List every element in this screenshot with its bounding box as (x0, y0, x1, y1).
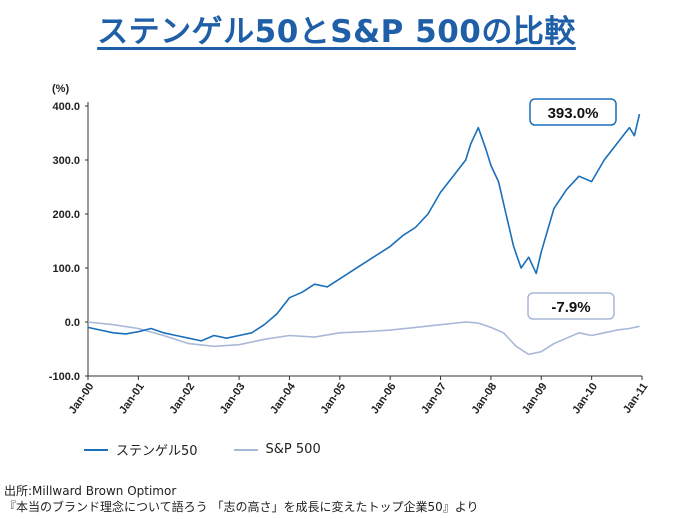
x-tick-label: Jan-10 (570, 381, 600, 416)
y-axis-label: (%) (52, 83, 69, 95)
x-tick-label: Jan-00 (67, 381, 97, 416)
series-line-sp500 (87, 321, 640, 356)
citation-text: 『本当のブランド理念について語ろう 「志の高さ」を成長に変えたトップ企業50』よ… (4, 500, 479, 514)
y-tick-label: 400.0 (52, 101, 80, 113)
line-chart: 400.0 300.0 200.0 100.0 0.0 -100.0 Jan-00 Jan-… (49, 83, 651, 416)
legend-label-sp500: S&P 500 (265, 442, 321, 457)
legend-item-stengel: ステンゲル50 (84, 440, 198, 459)
x-tick-label: Jan-11 (621, 381, 650, 416)
legend-swatch-stengel (84, 448, 108, 451)
x-tick-label: Jan-05 (318, 381, 348, 416)
series-line-stengel50 (87, 113, 641, 342)
source-text: 出所:Millward Brown Optimor (4, 484, 177, 498)
callout-sp500-value: -7.9% (551, 299, 590, 316)
x-tick-label: Jan-09 (520, 381, 550, 416)
y-tick-label: 200.0 (52, 209, 80, 221)
callout-sp500-box (527, 292, 615, 320)
legend: ステンゲル50 S&P 500 (84, 440, 321, 459)
x-tick-label: Jan-06 (369, 381, 399, 416)
y-tick-label: 0.0 (65, 317, 80, 329)
legend-label-stengel: ステンゲル50 (116, 444, 198, 459)
x-tick-label: Jan-01 (117, 381, 147, 416)
x-tick-label: Jan-07 (419, 381, 449, 416)
y-tick-label: -100.0 (49, 371, 80, 383)
legend-swatch-sp500 (233, 448, 258, 451)
chart-title: ステンゲル50とS&P 500の比較 (97, 14, 576, 50)
callout-stengel-value: 393.0% (548, 105, 599, 122)
y-tick-label: 300.0 (52, 155, 80, 167)
x-tick-label: Jan-04 (268, 380, 298, 416)
y-tick-label: 100.0 (52, 263, 80, 275)
x-tick-label: Jan-02 (167, 381, 197, 416)
x-tick-label: Jan-03 (218, 381, 248, 416)
callout-stengel-box (529, 98, 617, 126)
x-tick-label: Jan-08 (470, 381, 500, 416)
legend-item-sp500: S&P 500 (233, 442, 321, 457)
